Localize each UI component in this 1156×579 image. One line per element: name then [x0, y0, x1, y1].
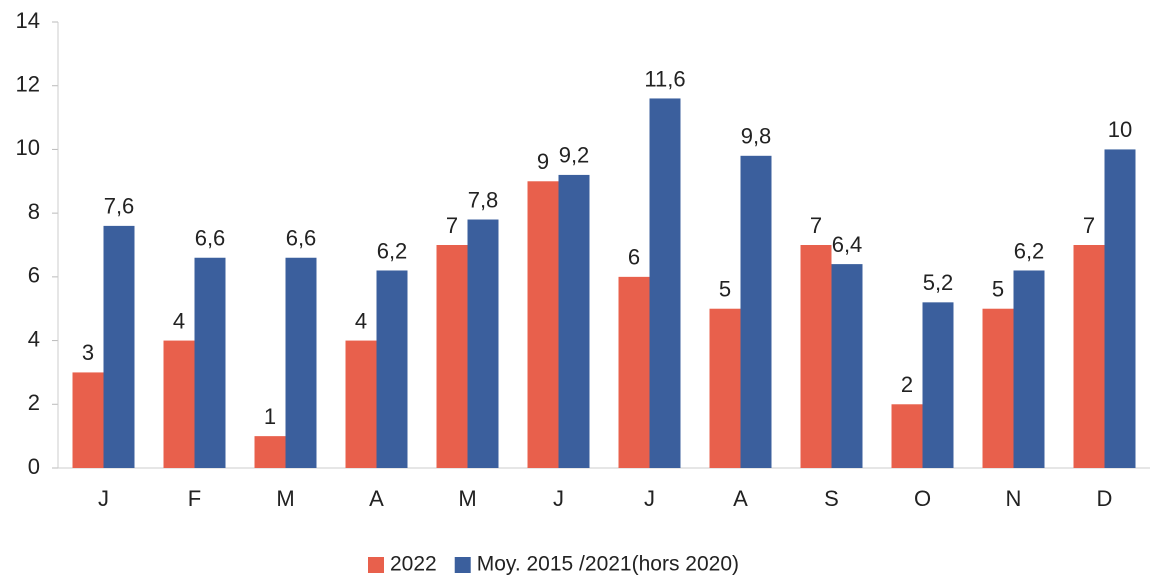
x-tick-label: F — [188, 486, 201, 511]
bar — [527, 181, 559, 469]
bar — [982, 308, 1014, 468]
value-label: 9,2 — [559, 143, 590, 168]
value-label: 5 — [719, 277, 731, 302]
value-label: 7,8 — [468, 187, 499, 212]
x-tick-label: M — [458, 486, 476, 511]
x-tick-label: A — [369, 486, 384, 511]
bar — [467, 219, 499, 468]
value-label: 7 — [1083, 213, 1095, 238]
value-label: 7,6 — [104, 194, 135, 219]
bar — [436, 245, 468, 468]
bar — [163, 340, 195, 468]
value-label: 3 — [82, 340, 94, 365]
value-label: 9,8 — [741, 124, 772, 149]
bar — [831, 264, 863, 468]
value-label: 9 — [537, 149, 549, 174]
bar — [618, 276, 650, 468]
y-tick-label: 10 — [16, 135, 40, 160]
bar — [740, 155, 772, 469]
x-tick-label: M — [276, 486, 294, 511]
value-label: 4 — [173, 308, 185, 333]
bar — [254, 436, 286, 468]
x-tick-label: N — [1006, 486, 1022, 511]
legend-label: Moy. 2015 /2021(hors 2020) — [477, 553, 739, 576]
bar — [709, 308, 741, 468]
bar — [1073, 245, 1105, 468]
value-label: 6,2 — [377, 238, 408, 263]
bar — [1013, 270, 1045, 468]
value-label: 6,6 — [195, 226, 226, 251]
x-tick-label: J — [553, 486, 564, 511]
bar — [103, 225, 135, 468]
value-label: 1 — [264, 404, 276, 429]
x-tick-label: J — [98, 486, 109, 511]
bar — [285, 257, 317, 468]
bar — [649, 98, 681, 468]
x-tick-label: D — [1097, 486, 1113, 511]
bar — [891, 404, 923, 468]
x-tick-label: O — [914, 486, 931, 511]
y-tick-label: 12 — [16, 72, 40, 97]
value-label: 7 — [810, 213, 822, 238]
bar — [376, 270, 408, 468]
value-label: 11,6 — [644, 66, 685, 91]
bar — [194, 257, 226, 468]
value-label: 6 — [628, 245, 640, 270]
y-tick-label: 2 — [28, 390, 40, 415]
y-tick-label: 0 — [28, 454, 40, 479]
value-label: 4 — [355, 308, 367, 333]
legend-swatch — [368, 557, 384, 573]
value-label: 10 — [1108, 117, 1132, 142]
bar — [1104, 149, 1136, 468]
legend-swatch — [454, 557, 471, 573]
value-label: 6,6 — [286, 226, 317, 251]
x-tick-label: A — [733, 486, 748, 511]
value-label: 2 — [901, 372, 913, 397]
x-tick-label: S — [824, 486, 839, 511]
x-tick-label: J — [644, 486, 655, 511]
value-label: 6,2 — [1014, 238, 1045, 263]
y-tick-label: 14 — [16, 8, 40, 33]
legend-label: 2022 — [390, 553, 437, 576]
y-tick-label: 8 — [28, 199, 40, 224]
y-tick-label: 6 — [28, 263, 40, 288]
bar — [922, 302, 954, 468]
bar — [558, 174, 590, 468]
bar — [800, 245, 832, 468]
bar — [72, 372, 104, 468]
value-label: 5 — [992, 277, 1004, 302]
y-tick-label: 4 — [28, 326, 40, 351]
bar — [345, 340, 377, 468]
value-label: 5,2 — [923, 270, 954, 295]
value-label: 6,4 — [832, 232, 863, 257]
value-label: 7 — [446, 213, 458, 238]
